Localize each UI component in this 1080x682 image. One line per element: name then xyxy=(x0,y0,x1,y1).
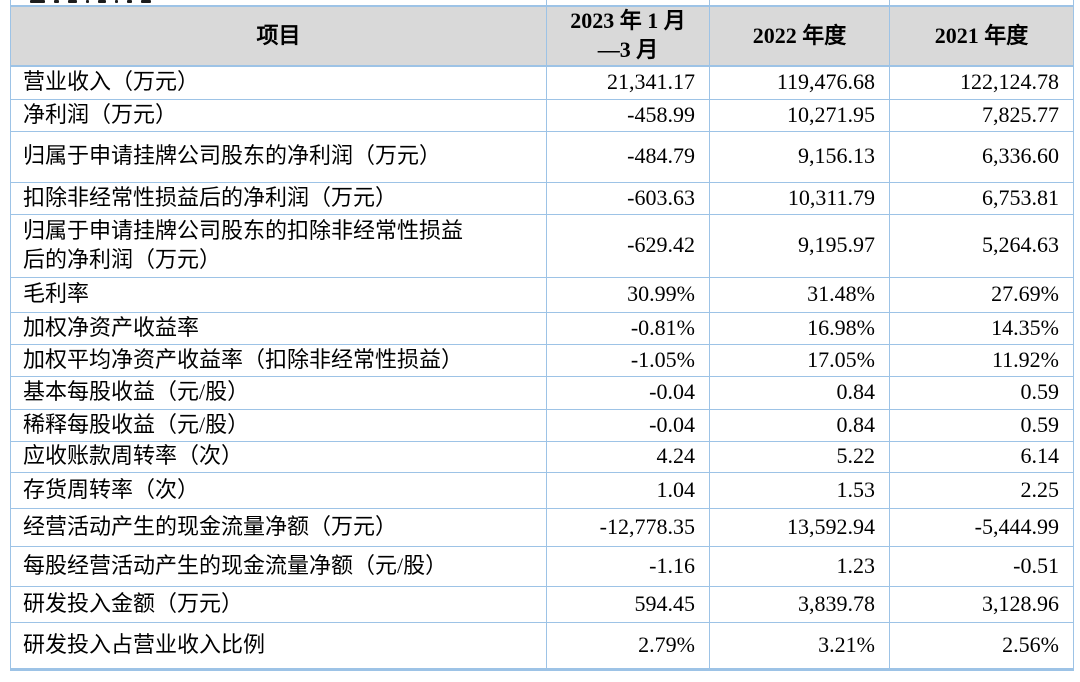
cell-value: -484.79 xyxy=(546,130,710,183)
cell-value: -0.04 xyxy=(546,375,710,410)
table-row: 归属于申请挂牌公司股东的净利润（万元） -484.79 9,156.13 6,336.… xyxy=(10,130,1074,183)
cell-value: 7,825.77 xyxy=(889,98,1074,132)
cell-value: -458.99 xyxy=(546,98,710,132)
cell-value: -1.16 xyxy=(546,545,710,587)
column-header-item: 项目 xyxy=(10,5,547,67)
clipped-cell xyxy=(10,0,547,7)
financial-summary-table: 项目 2023 年 1 月 —3 月 2022 年度 2021 年度 营业收入（… xyxy=(10,0,1074,671)
column-header-2022: 2022 年度 xyxy=(709,5,890,67)
table-body: 营业收入（万元） 21,341.17 119,476.68 122,124.78 净利润… xyxy=(10,65,1074,671)
cell-value: 2.79% xyxy=(546,621,710,671)
clipped-cell xyxy=(889,0,1074,7)
cell-value: 6.14 xyxy=(889,440,1074,473)
cell-value: 1.53 xyxy=(709,471,890,509)
cell-value: 0.59 xyxy=(889,375,1074,410)
table-header-row: 项目 2023 年 1 月 —3 月 2022 年度 2021 年度 xyxy=(10,5,1074,67)
cell-value: -0.51 xyxy=(889,545,1074,587)
cell-value: 17.05% xyxy=(709,343,890,377)
cell-value: 5,264.63 xyxy=(889,213,1074,278)
table-row: 基本每股收益（元/股） -0.04 0.84 0.59 xyxy=(10,375,1074,410)
row-label: 加权平均净资产收益率（扣除非经常性损益） xyxy=(10,343,547,377)
cell-value: 30.99% xyxy=(546,276,710,313)
table-row: 归属于申请挂牌公司股东的扣除非经常性损益 后的净利润（万元） -629.42 9,1… xyxy=(10,213,1074,278)
row-label: 毛利率 xyxy=(10,276,547,313)
row-label: 每股经营活动产生的现金流量净额（元/股） xyxy=(10,545,547,587)
table-row: 毛利率 30.99% 31.48% 27.69% xyxy=(10,276,1074,313)
table-row: 加权平均净资产收益率（扣除非经常性损益） -1.05% 17.05% 11.92% xyxy=(10,343,1074,377)
row-label: 基本每股收益（元/股） xyxy=(10,375,547,410)
cell-value: 6,336.60 xyxy=(889,130,1074,183)
table-row: 稀释每股收益（元/股） -0.04 0.84 0.59 xyxy=(10,408,1074,442)
table-row: 经营活动产生的现金流量净额（万元） -12,778.35 13,592.94 -5,4… xyxy=(10,507,1074,547)
cell-value: -603.63 xyxy=(546,181,710,215)
clipped-text-remnant xyxy=(30,0,546,4)
cell-value: 2.25 xyxy=(889,471,1074,509)
cell-value: 119,476.68 xyxy=(709,65,890,100)
cell-value: -1.05% xyxy=(546,343,710,377)
cell-value: 0.59 xyxy=(889,408,1074,442)
cell-value: 31.48% xyxy=(709,276,890,313)
table-row: 加权净资产收益率 -0.81% 16.98% 14.35% xyxy=(10,311,1074,345)
cell-value: 6,753.81 xyxy=(889,181,1074,215)
cell-value: 9,195.97 xyxy=(709,213,890,278)
cell-value: 0.84 xyxy=(709,375,890,410)
column-header-2023q1: 2023 年 1 月 —3 月 xyxy=(546,5,710,67)
cell-value: 5.22 xyxy=(709,440,890,473)
table-row: 研发投入金额（万元） 594.45 3,839.78 3,128.96 xyxy=(10,585,1074,623)
row-label: 应收账款周转率（次） xyxy=(10,440,547,473)
cell-value: 9,156.13 xyxy=(709,130,890,183)
cell-value: -0.04 xyxy=(546,408,710,442)
table-row: 存货周转率（次） 1.04 1.53 2.25 xyxy=(10,471,1074,509)
row-label: 存货周转率（次） xyxy=(10,471,547,509)
table-row: 应收账款周转率（次） 4.24 5.22 6.14 xyxy=(10,440,1074,473)
row-label: 研发投入金额（万元） xyxy=(10,585,547,623)
cell-value: 0.84 xyxy=(709,408,890,442)
cell-value: 594.45 xyxy=(546,585,710,623)
cell-value: -629.42 xyxy=(546,213,710,278)
table-row: 研发投入占营业收入比例 2.79% 3.21% 2.56% xyxy=(10,621,1074,671)
table-row: 扣除非经常性损益后的净利润（万元） -603.63 10,311.79 6,753.8… xyxy=(10,181,1074,215)
cell-value: 122,124.78 xyxy=(889,65,1074,100)
column-header-2021: 2021 年度 xyxy=(889,5,1074,67)
cell-value: 3,839.78 xyxy=(709,585,890,623)
cell-value: 2.56% xyxy=(889,621,1074,671)
row-label: 经营活动产生的现金流量净额（万元） xyxy=(10,507,547,547)
cell-value: 10,271.95 xyxy=(709,98,890,132)
cell-value: -12,778.35 xyxy=(546,507,710,547)
cell-value: 4.24 xyxy=(546,440,710,473)
row-label: 净利润（万元） xyxy=(10,98,547,132)
cell-value: 1.04 xyxy=(546,471,710,509)
cell-value: 21,341.17 xyxy=(546,65,710,100)
cell-value: 27.69% xyxy=(889,276,1074,313)
table-row: 净利润（万元） -458.99 10,271.95 7,825.77 xyxy=(10,98,1074,132)
cell-value: -0.81% xyxy=(546,311,710,345)
cell-value: 10,311.79 xyxy=(709,181,890,215)
cell-value: 3.21% xyxy=(709,621,890,671)
cell-value: 3,128.96 xyxy=(889,585,1074,623)
cell-value: 11.92% xyxy=(889,343,1074,377)
row-label: 归属于申请挂牌公司股东的扣除非经常性损益 后的净利润（万元） xyxy=(10,213,547,278)
row-label: 扣除非经常性损益后的净利润（万元） xyxy=(10,181,547,215)
row-label: 营业收入（万元） xyxy=(10,65,547,100)
cell-value: 13,592.94 xyxy=(709,507,890,547)
cell-value: -5,444.99 xyxy=(889,507,1074,547)
table-row: 每股经营活动产生的现金流量净额（元/股） -1.16 1.23 -0.51 xyxy=(10,545,1074,587)
clipped-row-remnant xyxy=(10,0,1074,7)
cell-value: 14.35% xyxy=(889,311,1074,345)
row-label: 归属于申请挂牌公司股东的净利润（万元） xyxy=(10,130,547,183)
table-row: 营业收入（万元） 21,341.17 119,476.68 122,124.78 xyxy=(10,65,1074,100)
row-label: 研发投入占营业收入比例 xyxy=(10,621,547,671)
row-label: 稀释每股收益（元/股） xyxy=(10,408,547,442)
cell-value: 1.23 xyxy=(709,545,890,587)
row-label: 加权净资产收益率 xyxy=(10,311,547,345)
cell-value: 16.98% xyxy=(709,311,890,345)
